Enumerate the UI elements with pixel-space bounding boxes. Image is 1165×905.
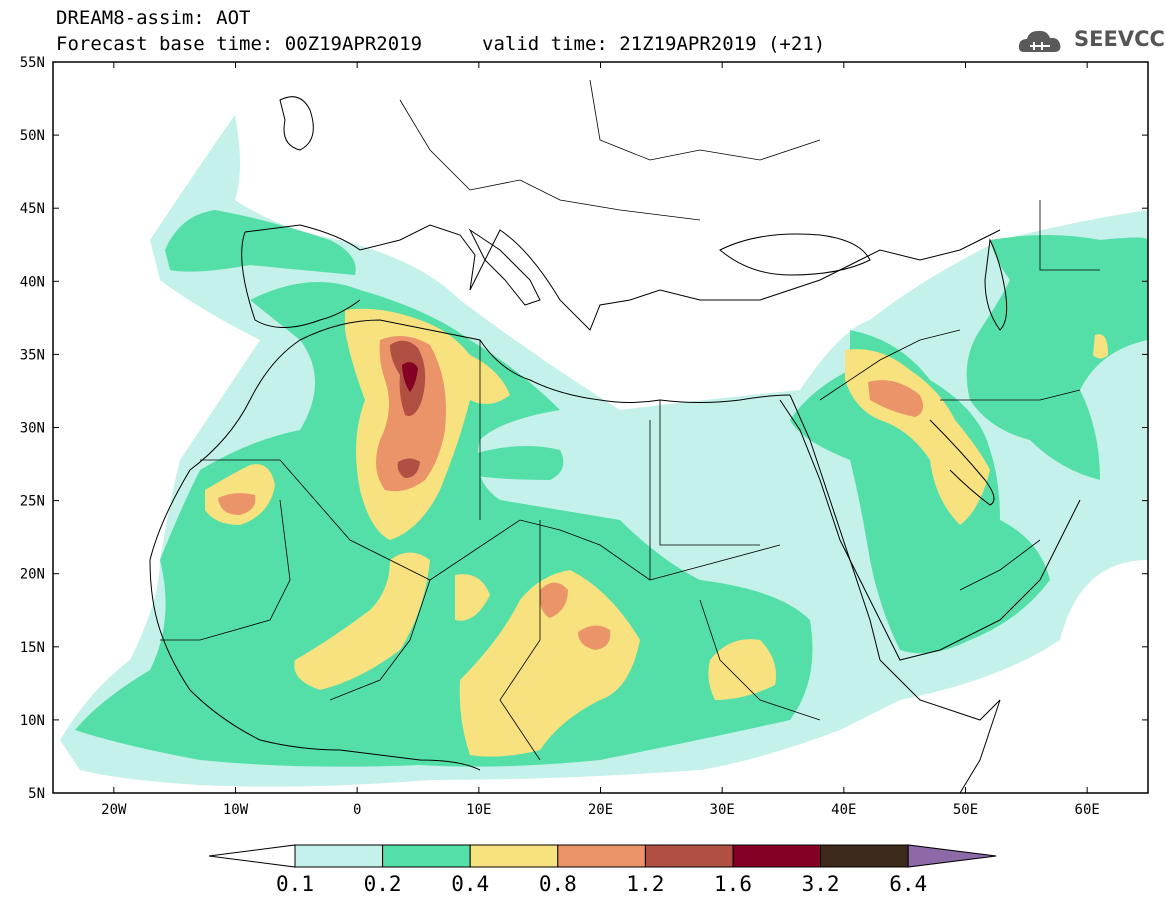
lat-label: 50N [20, 128, 45, 144]
lat-label: 10N [20, 713, 45, 729]
colorbar-swatch [557, 844, 646, 868]
lat-label: 30N [20, 421, 45, 437]
valid-time: valid time: 21Z19APR2019 (+21) [482, 33, 826, 55]
lat-label: 5N [28, 786, 45, 802]
colorbar-swatch [644, 844, 734, 868]
latitude-labels: 55N 50N 45N 40N 35N 30N 25N 20N 15N 10N 5N [20, 55, 45, 802]
lat-label: 55N [20, 55, 45, 71]
lat-label: 35N [20, 347, 45, 363]
country-borders [160, 79, 1100, 761]
lat-label: 40N [20, 274, 45, 290]
colorbar-under-triangle [208, 844, 296, 868]
colorbar-level-label: 6.4 [889, 872, 928, 896]
colorbar-swatch [382, 844, 471, 868]
colorbar-swatch [820, 844, 909, 868]
colorbar-level-label: 0.4 [451, 872, 490, 896]
lon-label: 0 [353, 802, 361, 818]
colorbar-swatch [294, 844, 384, 868]
lat-label: 20N [20, 567, 45, 583]
colorbar-level-label: 0.8 [538, 872, 577, 896]
colorbar-swatch [732, 844, 822, 868]
aot-contour-1.6 [402, 362, 418, 392]
longitude-labels: 20W 10W 0 10E 20E 30E 40E 50E 60E [101, 802, 1100, 818]
seevccc-logo: SEEVCCC [1074, 27, 1165, 51]
colorbar [208, 844, 997, 868]
cloud-icon [1018, 30, 1061, 52]
lon-label: 30E [710, 802, 735, 818]
forecast-base-time: Forecast base time: 00Z19APR2019 [56, 33, 423, 55]
colorbar-level-label: 3.2 [801, 872, 840, 896]
lat-label: 45N [20, 201, 45, 217]
lon-label: 10E [466, 802, 491, 818]
map-title: DREAM8-assim: AOT [56, 7, 251, 29]
lon-label: 10W [223, 802, 249, 818]
colorbar-swatch [469, 844, 559, 868]
lat-label: 15N [20, 640, 45, 656]
colorbar-level-label: 0.1 [276, 872, 314, 896]
colorbar-over-triangle [907, 844, 997, 868]
lon-label: 20E [588, 802, 613, 818]
lon-label: 20W [101, 802, 127, 818]
lat-label: 25N [20, 494, 45, 510]
colorbar-level-label: 1.2 [626, 872, 665, 896]
colorbar-level-label: 1.6 [714, 872, 752, 896]
coastlines [149, 96, 1081, 793]
lon-label: 60E [1075, 802, 1100, 818]
lon-label: 50E [953, 802, 978, 818]
colorbar-level-label: 0.2 [363, 872, 402, 896]
lon-label: 40E [831, 802, 856, 818]
